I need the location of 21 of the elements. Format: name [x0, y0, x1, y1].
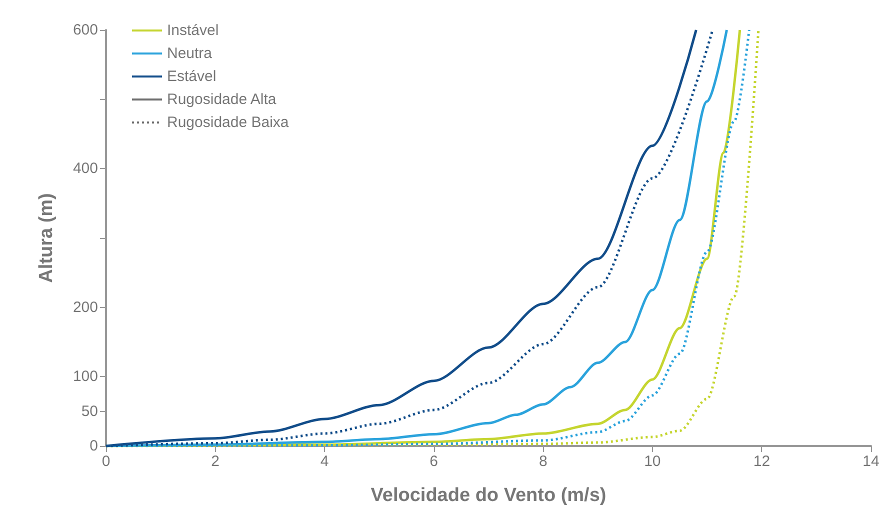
legend-label: Rugosidade Baixa — [167, 114, 290, 131]
y-tick-label: 200 — [72, 298, 98, 316]
legend-label: Neutra — [167, 45, 213, 62]
y-tick-label: 100 — [72, 368, 98, 386]
x-tick-label: 6 — [430, 453, 438, 470]
x-tick-label: 8 — [538, 453, 548, 470]
x-tick-label: 4 — [320, 453, 329, 470]
y-tick-label: 600 — [72, 22, 98, 38]
x-tick-label: 10 — [644, 453, 661, 470]
x-tick-label: 2 — [211, 453, 220, 470]
x-axis-title: Velocidade do Vento (m/s) — [370, 485, 606, 506]
x-tick-label: 0 — [102, 453, 110, 470]
y-axis-title: Altura (m) — [36, 193, 57, 283]
x-tick-label: 12 — [753, 453, 770, 470]
legend-label: Estável — [167, 68, 216, 85]
y-tick-label: 0 — [90, 438, 98, 454]
legend-label: Instável — [167, 22, 219, 39]
x-tick-label: 14 — [862, 453, 880, 470]
y-tick-label: 400 — [72, 160, 98, 178]
y-tick-label: 50 — [81, 402, 98, 420]
legend-label: Rugosidade Alta — [167, 91, 277, 108]
